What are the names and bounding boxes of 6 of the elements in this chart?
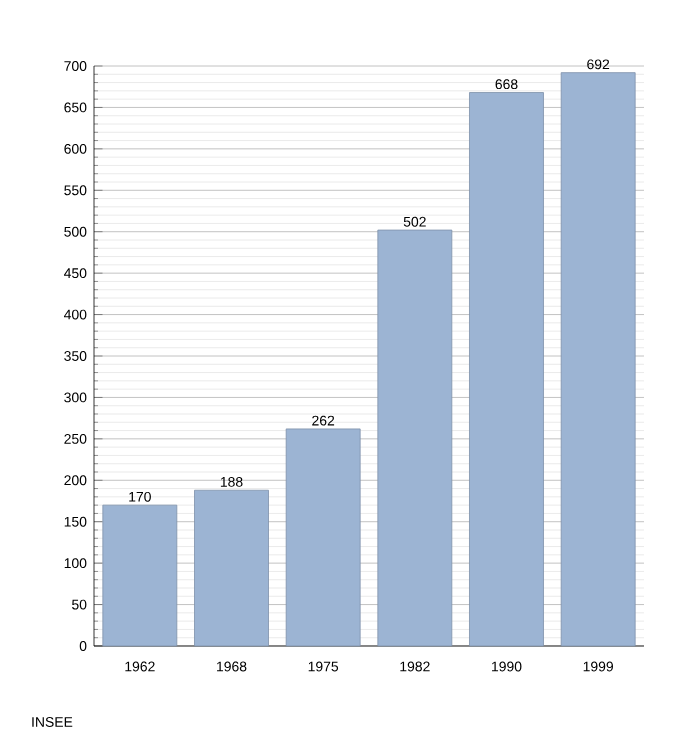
bar [469, 92, 544, 647]
bar [560, 72, 636, 647]
bar [194, 489, 269, 647]
bar [285, 428, 361, 647]
bar [102, 504, 178, 647]
bar [377, 229, 453, 647]
